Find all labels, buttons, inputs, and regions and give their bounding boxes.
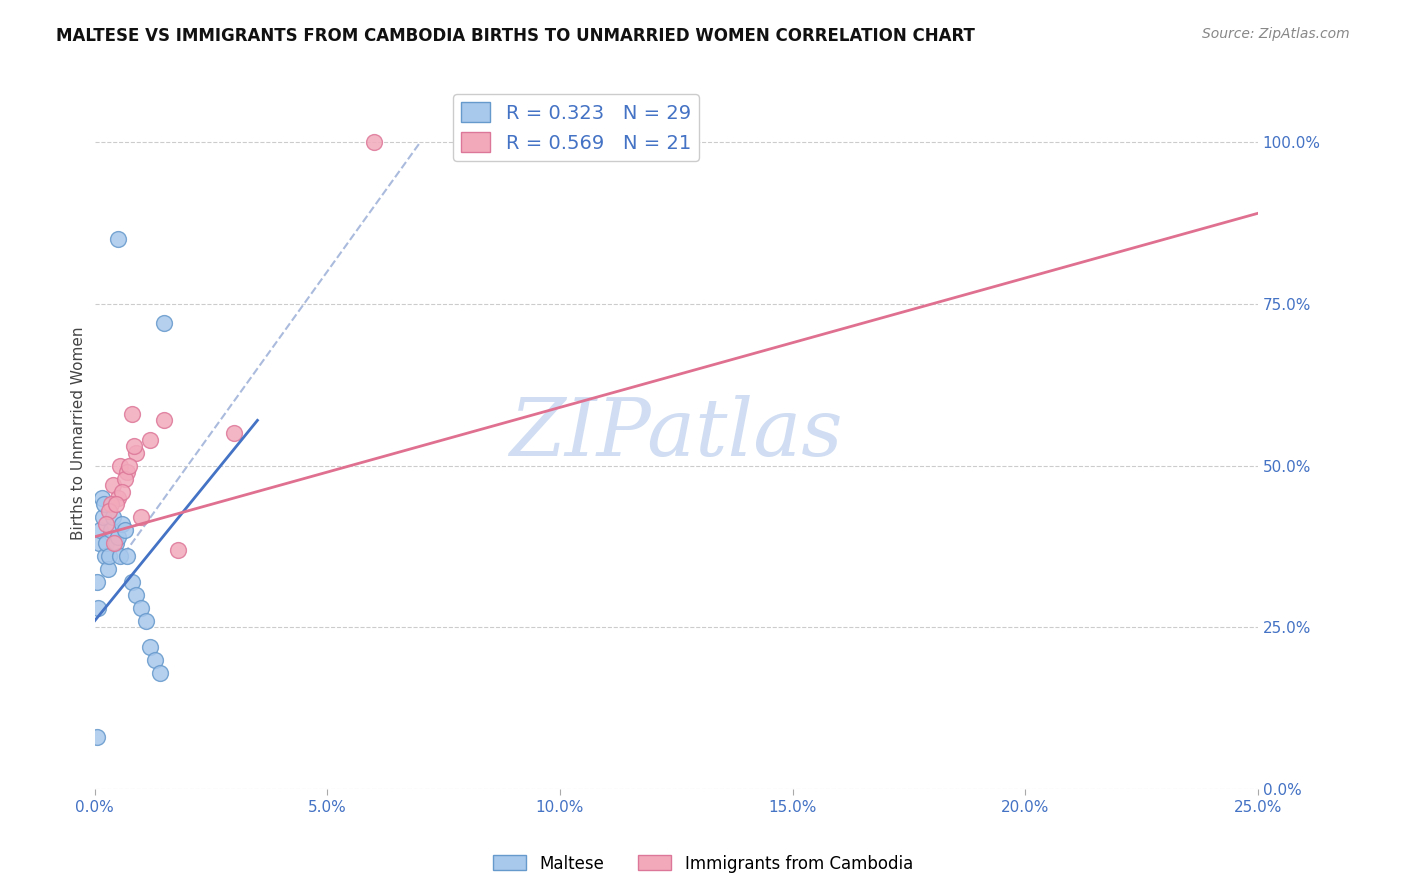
Point [96,516,118,531]
Point [86,575,108,590]
Point [100,498,122,512]
Point [143,653,166,667]
Point [97,504,120,518]
Point [108,458,131,473]
Text: Source: ZipAtlas.com: Source: ZipAtlas.com [1202,27,1350,41]
Point [87,601,110,615]
Point [153,413,176,427]
Point [96,536,118,550]
Point [103,510,125,524]
Point [139,433,162,447]
Point [97,549,120,564]
Point [103,536,125,550]
Point [139,640,162,654]
Legend: R = 0.323   N = 29, R = 0.569   N = 21: R = 0.323 N = 29, R = 0.569 N = 21 [453,95,699,161]
Point [129,510,152,524]
Point [115,465,138,479]
Point [114,472,136,486]
Legend: Maltese, Immigrants from Cambodia: Maltese, Immigrants from Cambodia [486,848,920,880]
Text: ZIPatlas: ZIPatlas [509,394,844,472]
Point [103,478,125,492]
Point [111,516,134,531]
Point [149,665,172,680]
Point [107,232,129,246]
Point [97,562,120,576]
Point [224,426,246,441]
Point [167,542,190,557]
Point [107,491,129,505]
Point [114,524,136,538]
Point [93,498,115,512]
Point [118,458,141,473]
Point [90,491,112,505]
Point [108,549,131,564]
Point [94,549,117,564]
Point [122,439,145,453]
Point [89,536,111,550]
Point [107,530,129,544]
Point [363,135,385,149]
Point [135,614,157,628]
Point [121,575,143,590]
Point [86,731,108,745]
Y-axis label: Births to Unmarried Women: Births to Unmarried Women [72,326,86,540]
Point [111,484,134,499]
Point [129,601,152,615]
Point [104,498,127,512]
Point [100,524,122,538]
Point [104,536,127,550]
Point [89,524,111,538]
Point [125,446,148,460]
Point [115,549,138,564]
Text: MALTESE VS IMMIGRANTS FROM CAMBODIA BIRTHS TO UNMARRIED WOMEN CORRELATION CHART: MALTESE VS IMMIGRANTS FROM CAMBODIA BIRT… [56,27,976,45]
Point [153,316,176,330]
Point [91,510,114,524]
Point [121,407,143,421]
Point [125,588,148,602]
